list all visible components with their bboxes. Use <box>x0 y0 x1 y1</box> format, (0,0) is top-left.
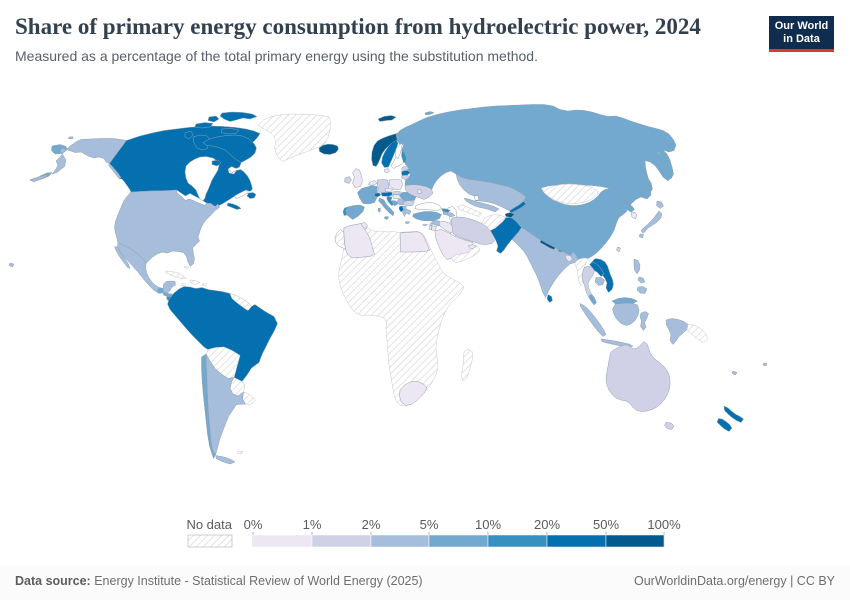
svg-text:100%: 100% <box>647 517 681 532</box>
svg-text:1%: 1% <box>303 517 322 532</box>
svg-text:20%: 20% <box>534 517 560 532</box>
svg-text:2%: 2% <box>362 517 381 532</box>
svg-text:0%: 0% <box>244 517 263 532</box>
svg-text:50%: 50% <box>593 517 619 532</box>
svg-text:No data: No data <box>186 517 232 532</box>
svg-text:5%: 5% <box>420 517 439 532</box>
svg-text:10%: 10% <box>475 517 501 532</box>
